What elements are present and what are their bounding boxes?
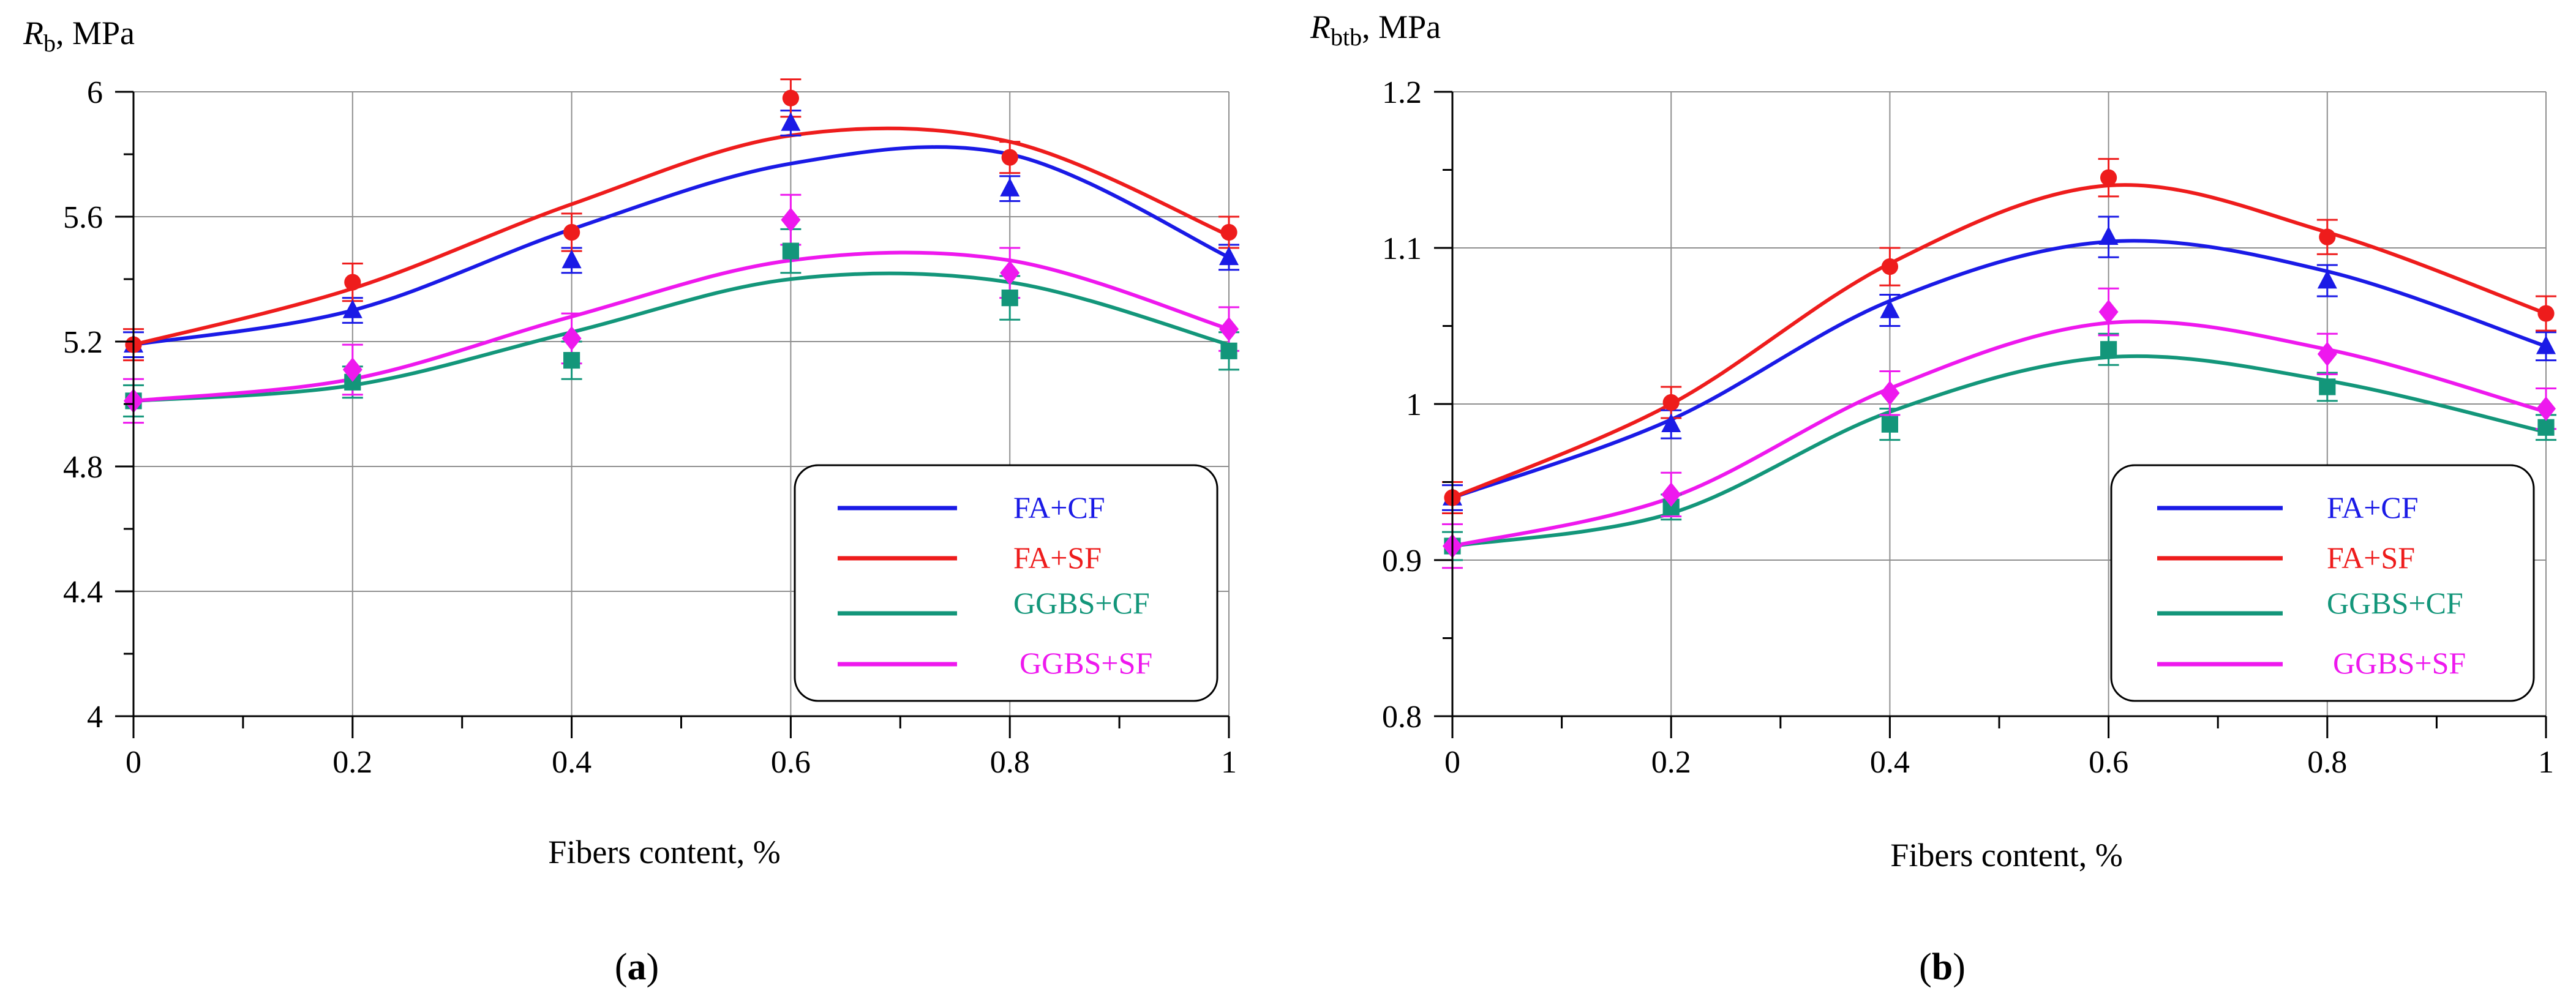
point-ggbs-cf-b-2 — [1881, 416, 1898, 433]
chart-panel-a: 0 0.2 0.4 0.6 0.8 1 4 4.4 4.8 5.2 5.6 6 Rb, MPa Fib… — [23, 15, 1239, 988]
x-tick-label-b-0: 0 — [1444, 745, 1460, 780]
fit-curve-fa-cf-b — [1451, 239, 2547, 500]
point-ggbs-sf-b-2 — [1880, 381, 1900, 406]
x-axis-label-b: Fibers content, % — [1890, 837, 2122, 874]
point-fa-cf-a-2 — [561, 249, 582, 269]
fit-curve-fa-cf-a — [133, 145, 1230, 347]
point-ggbs-cf-a-2 — [563, 352, 580, 369]
legend-label-fa-sf-b: FA+SF — [2327, 541, 2415, 575]
y-tick-label-a-1: 4.4 — [63, 575, 103, 610]
legend-label-ggbs-sf: GGBS+SF — [1020, 646, 1152, 680]
y-tick-label-a-2: 4.8 — [63, 450, 103, 485]
point-fa-cf-a-4 — [1000, 178, 1020, 196]
point-fa-cf-b-2 — [1880, 299, 1900, 318]
point-ggbs-sf-a-5 — [1219, 316, 1239, 342]
legend-box-b — [2110, 464, 2535, 702]
legend-label-fa-cf-b: FA+CF — [2327, 490, 2419, 525]
x-tick-label-a-5: 1 — [1221, 745, 1237, 780]
point-fa-sf-a-3 — [782, 89, 799, 107]
point-ggbs-sf-b-3 — [2098, 299, 2119, 324]
x-tick-label-a-3: 0.6 — [771, 745, 811, 780]
legend-box-a — [794, 464, 1219, 702]
point-ggbs-sf-a-2 — [561, 326, 582, 351]
point-fa-cf-b-3 — [2098, 226, 2119, 245]
point-ggbs-cf-a-3 — [782, 242, 799, 260]
point-ggbs-sf-b-5 — [2536, 396, 2556, 421]
fit-curves-b — [1451, 183, 2547, 548]
y-tick-label-a-0: 4 — [87, 700, 103, 735]
point-ggbs-cf-a-4 — [1001, 290, 1018, 307]
legend-label-fa-sf: FA+SF — [1013, 541, 1102, 575]
x-tick-label-b-1: 0.2 — [1651, 745, 1691, 780]
point-fa-sf-a-1 — [344, 274, 361, 291]
point-fa-sf-a-4 — [1001, 149, 1018, 166]
fit-curve-ggbs-cf-b — [1452, 354, 2547, 548]
fit-curve-fa-sf-a — [133, 126, 1230, 347]
y-tick-label-b-0: 0.8 — [1382, 700, 1422, 735]
point-ggbs-sf-a-1 — [342, 357, 362, 382]
point-fa-sf-b-4 — [2319, 228, 2336, 245]
point-fa-cf-b-5 — [2536, 335, 2556, 354]
x-tick-label-b-2: 0.4 — [1870, 745, 1910, 780]
point-fa-sf-b-1 — [1662, 394, 1680, 411]
y-tick-label-b-1: 0.9 — [1382, 544, 1422, 578]
fit-curve-ggbs-sf-a — [133, 250, 1230, 403]
point-ggbs-cf-a-5 — [1220, 342, 1237, 359]
y-axis-label-b: Rbtb, MPa — [1310, 9, 1441, 51]
point-fa-sf-b-2 — [1881, 258, 1898, 275]
x-tick-label-b-4: 0.8 — [2307, 745, 2347, 780]
x-tick-label-b-3: 0.6 — [2089, 745, 2128, 780]
tick-labels-a: 0 0.2 0.4 0.6 0.8 1 4 4.4 4.8 5.2 5.6 6 — [63, 75, 1237, 780]
x-tick-label-b-5: 1 — [2538, 745, 2554, 780]
tick-labels-b: 0 0.2 0.4 0.6 0.8 1 0.8 0.9 1 1.1 1.2 — [1382, 75, 2554, 780]
legend-a: FA+CF FA+SF GGBS+CF GGBS+SF — [794, 464, 1219, 702]
chart-panel-b: 0 0.2 0.4 0.6 0.8 1 0.8 0.9 1 1.1 1.2 Rbtb, MPa Fi… — [1310, 9, 2556, 988]
point-ggbs-cf-b-3 — [2100, 341, 2117, 358]
panel-label-b: (b) — [1919, 946, 1966, 988]
point-fa-cf-b-1 — [1661, 413, 1681, 432]
point-fa-cf-a-1 — [342, 299, 362, 318]
panel-label-a: (a) — [615, 946, 659, 988]
fit-curve-ggbs-sf-b — [1452, 320, 2547, 548]
point-fa-sf-b-5 — [2537, 305, 2555, 322]
y-tick-label-b-4: 1.2 — [1382, 75, 1422, 110]
grid-b — [1452, 91, 2547, 716]
legend-label-ggbs-cf-b: GGBS+CF — [2327, 586, 2463, 620]
point-fa-cf-a-5 — [1219, 246, 1239, 266]
y-axis-label-a: Rb, MPa — [23, 15, 135, 57]
y-tick-label-a-5: 6 — [87, 75, 103, 110]
legend-label-ggbs-sf-b: GGBS+SF — [2333, 646, 2466, 680]
data-points-b — [1443, 169, 2556, 559]
legend-b: FA+CF FA+SF GGBS+CF GGBS+SF — [2110, 464, 2535, 702]
fit-curve-fa-sf-b — [1451, 183, 2547, 500]
point-fa-cf-b-4 — [2317, 269, 2337, 289]
point-fa-sf-b-3 — [2100, 169, 2117, 186]
point-ggbs-sf-a-3 — [781, 208, 801, 233]
ticks-b — [1434, 91, 2547, 738]
fit-curves-a — [133, 126, 1230, 403]
x-tick-label-a-1: 0.2 — [332, 745, 372, 780]
y-tick-label-b-2: 1 — [1406, 387, 1422, 422]
x-tick-label-a-2: 0.4 — [552, 745, 591, 780]
x-tick-label-a-4: 0.8 — [990, 745, 1030, 780]
legend-label-fa-cf: FA+CF — [1013, 490, 1105, 525]
point-ggbs-cf-b-5 — [2537, 419, 2555, 436]
point-ggbs-sf-a-4 — [1000, 260, 1020, 285]
y-tick-label-b-3: 1.1 — [1382, 231, 1422, 266]
point-fa-cf-a-3 — [781, 112, 801, 131]
x-axis-label-a: Fibers content, % — [548, 834, 780, 870]
point-ggbs-sf-b-1 — [1661, 482, 1681, 507]
fit-curve-ggbs-cf-a — [133, 271, 1230, 403]
point-ggbs-sf-b-4 — [2317, 342, 2337, 367]
point-ggbs-cf-b-4 — [2319, 378, 2336, 395]
point-fa-sf-a-2 — [563, 223, 580, 241]
y-tick-label-a-3: 5.2 — [63, 325, 103, 360]
point-fa-sf-a-5 — [1220, 223, 1237, 241]
y-tick-label-a-4: 5.6 — [63, 200, 103, 235]
legend-label-ggbs-cf: GGBS+CF — [1013, 586, 1150, 620]
x-tick-label-a-0: 0 — [126, 745, 141, 780]
ticks-a — [115, 91, 1230, 738]
